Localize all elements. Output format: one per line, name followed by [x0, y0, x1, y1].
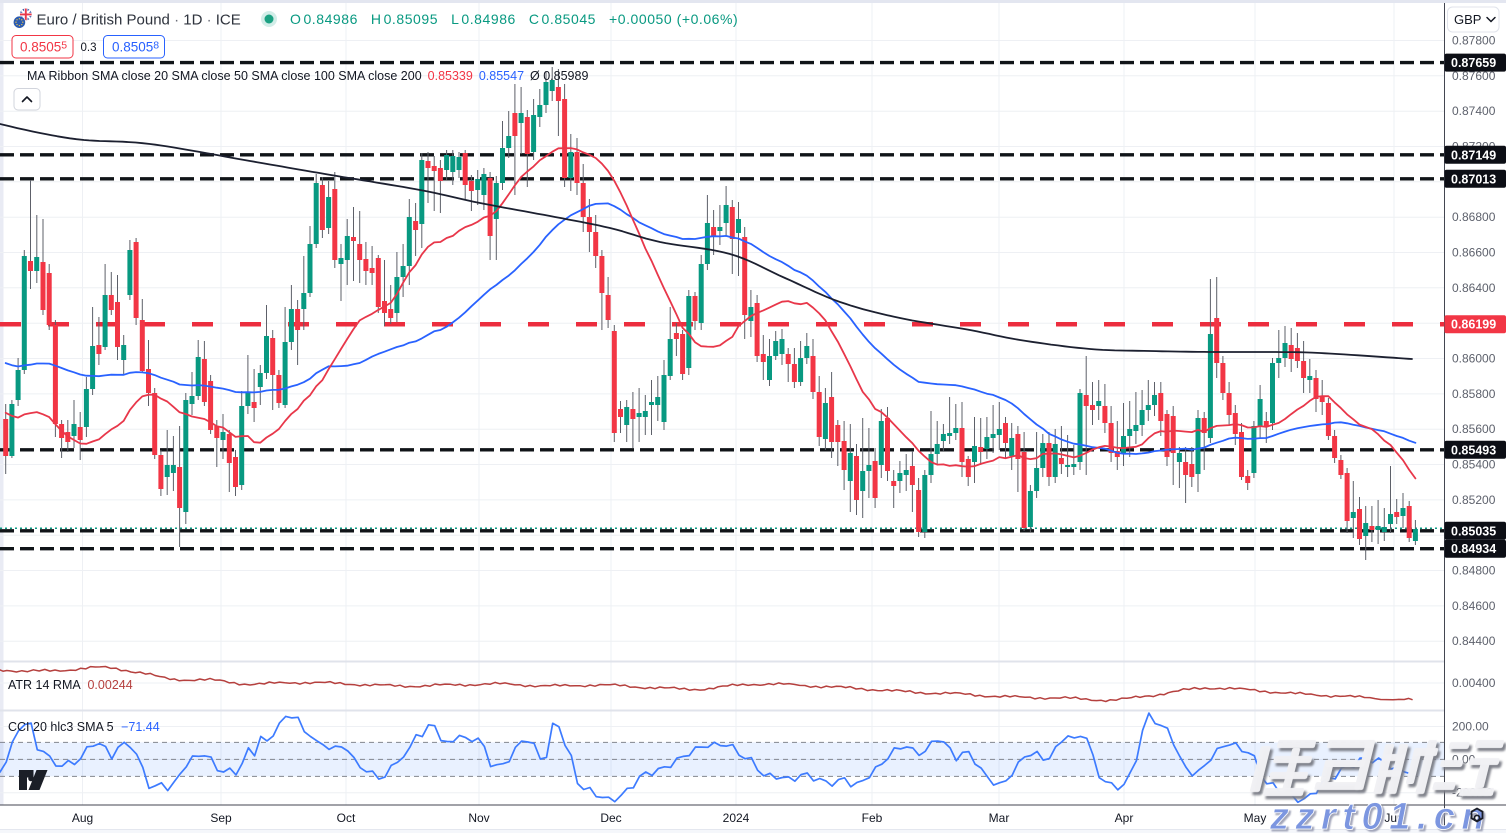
svg-text:Dec: Dec — [600, 811, 621, 825]
svg-text:0.85200: 0.85200 — [1452, 493, 1496, 507]
svg-text:Apr: Apr — [1115, 811, 1134, 825]
svg-text:ATR 14 RMA 0.00244: ATR 14 RMA 0.00244 — [8, 678, 133, 692]
svg-text:Feb: Feb — [862, 811, 883, 825]
svg-text:0.86400: 0.86400 — [1452, 281, 1496, 295]
svg-text:Euro / British Pound · 1D · IC: Euro / British Pound · 1D · ICE — [37, 12, 241, 29]
svg-text:0.84400: 0.84400 — [1452, 634, 1496, 648]
svg-text:0.87149: 0.87149 — [1451, 148, 1496, 162]
svg-text:GBP: GBP — [1454, 12, 1481, 27]
svg-text:0.3: 0.3 — [81, 42, 97, 54]
svg-text:0.85800: 0.85800 — [1452, 387, 1496, 401]
svg-text:0.87659: 0.87659 — [1451, 56, 1496, 70]
svg-text:2024: 2024 — [723, 811, 750, 825]
svg-text:Mar: Mar — [989, 811, 1010, 825]
svg-text:Nov: Nov — [468, 811, 489, 825]
svg-text:May: May — [1244, 811, 1267, 825]
svg-text:0.87013: 0.87013 — [1451, 172, 1496, 186]
svg-text:0.85035: 0.85035 — [1451, 524, 1496, 538]
svg-text:Aug: Aug — [72, 811, 93, 825]
svg-text:MA Ribbon SMA close 20 SMA clo: MA Ribbon SMA close 20 SMA close 50 SMA … — [27, 69, 588, 83]
svg-text:0.85055: 0.85055 — [20, 40, 67, 55]
svg-text:0.85600: 0.85600 — [1452, 422, 1496, 436]
svg-text:Jun: Jun — [1384, 811, 1403, 825]
svg-text:0.86199: 0.86199 — [1451, 318, 1496, 332]
svg-text:0.00400: 0.00400 — [1452, 676, 1496, 690]
svg-text:200.00: 200.00 — [1452, 720, 1489, 734]
svg-text:0.87800: 0.87800 — [1452, 34, 1496, 48]
svg-text:CCI 20 hlc3 SMA 5 −71.44: CCI 20 hlc3 SMA 5 −71.44 — [8, 720, 160, 734]
svg-text:0.84934: 0.84934 — [1451, 542, 1496, 556]
svg-text:Sep: Sep — [210, 811, 232, 825]
svg-text:0.85493: 0.85493 — [1451, 443, 1496, 457]
svg-text:0.84800: 0.84800 — [1452, 564, 1496, 578]
svg-text:0.86600: 0.86600 — [1452, 246, 1496, 260]
svg-text:0.87400: 0.87400 — [1452, 104, 1496, 118]
svg-text:zzrt01.cn: zzrt01.cn — [1269, 796, 1491, 833]
svg-text:0.86000: 0.86000 — [1452, 352, 1496, 366]
svg-text:0.86800: 0.86800 — [1452, 210, 1496, 224]
svg-text:0.84600: 0.84600 — [1452, 599, 1496, 613]
svg-text:0.87600: 0.87600 — [1452, 69, 1496, 83]
svg-text:Oct: Oct — [337, 811, 356, 825]
svg-text:0.85058: 0.85058 — [112, 40, 159, 55]
svg-text:0.85400: 0.85400 — [1452, 458, 1496, 472]
